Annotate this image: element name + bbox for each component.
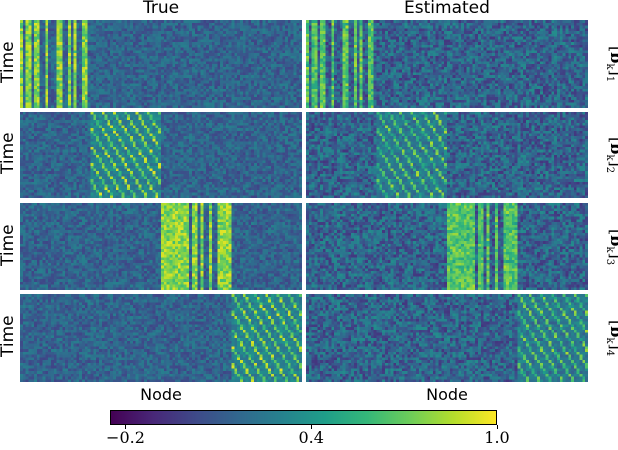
colorbar-tick	[311, 425, 313, 429]
heatmap-row3-true	[20, 203, 302, 290]
heatmap-row2-estimated	[306, 112, 588, 198]
row-label-index: 3	[603, 258, 615, 265]
row-label-symbol: b	[607, 52, 618, 63]
colorbar-tick-label: −0.2	[106, 428, 145, 447]
row-label-symbol: b	[607, 235, 618, 246]
heatmap-row1-true	[20, 20, 302, 108]
row-label-sub: k	[603, 63, 615, 70]
colorbar-tick-label: 1.0	[484, 428, 510, 447]
x-axis-label-estimated: Node	[426, 385, 468, 404]
colorbar-tick	[125, 425, 127, 429]
heatmap-row2-true	[20, 112, 302, 198]
row-label-sub: k	[603, 337, 615, 344]
row-label-index: 2	[603, 166, 615, 174]
row-label-symbol: b	[607, 143, 618, 154]
y-axis-label-time: Time	[0, 41, 18, 83]
column-title-estimated: Estimated	[404, 0, 490, 18]
column-title-true: True	[142, 0, 180, 18]
row-label-index: 4	[603, 349, 615, 357]
colorbar-tick-label: 0.4	[298, 428, 324, 447]
heatmap-row4-estimated	[306, 294, 588, 382]
row-label-b-k-1: [bk]1	[604, 34, 618, 94]
row-label-sub: k	[603, 154, 615, 161]
row-label-symbol: b	[607, 326, 618, 337]
heatmap-row1-estimated	[306, 20, 588, 108]
y-axis-label-time: Time	[0, 223, 18, 266]
row-label-b-k-3: [bk]3	[604, 217, 618, 277]
colorbar	[110, 410, 497, 425]
row-label-b-k-2: [bk]2	[604, 125, 618, 185]
y-axis-label-time: Time	[0, 315, 18, 357]
x-axis-label-true: Node	[140, 385, 182, 404]
row-label-b-k-4: [bk]4	[604, 308, 618, 368]
row-label-index: 1	[603, 75, 615, 83]
y-axis-label-time: Time	[0, 132, 18, 174]
heatmap-row4-true	[20, 294, 302, 382]
heatmap-row3-estimated	[306, 203, 588, 290]
colorbar-tick	[497, 425, 498, 429]
row-label-sub: k	[603, 245, 615, 253]
